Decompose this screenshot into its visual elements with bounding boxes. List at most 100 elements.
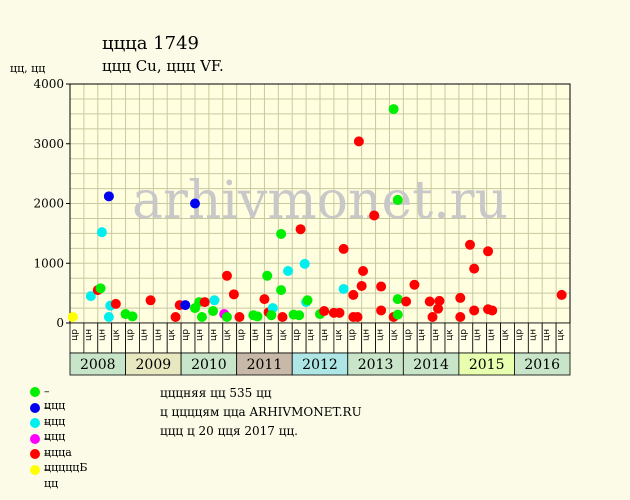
data-point	[401, 296, 412, 307]
quarter-label: цк	[445, 329, 455, 341]
data-point	[338, 243, 349, 254]
quarter-label: цк	[112, 329, 122, 341]
data-point	[376, 305, 387, 316]
data-point	[221, 270, 232, 281]
legend-swatch	[30, 464, 40, 475]
legend-swatch	[30, 387, 40, 397]
legend-swatch	[30, 402, 40, 413]
data-point	[334, 307, 345, 318]
data-point	[299, 258, 310, 269]
quarter-label: цк	[278, 329, 288, 341]
data-point	[145, 295, 156, 306]
quarter-label: цк	[556, 329, 566, 341]
quarter-label: цн	[251, 329, 261, 341]
data-point	[319, 306, 330, 317]
data-point	[392, 194, 403, 205]
year-label: 2015	[469, 357, 505, 373]
year-label: 2014	[413, 357, 449, 373]
y-tick-label: 2000	[33, 197, 64, 211]
data-point	[95, 283, 106, 294]
quarter-label: цн	[264, 329, 274, 341]
year-label: 2010	[191, 357, 227, 373]
quarter-label: цн	[84, 329, 94, 341]
data-point	[252, 311, 263, 322]
data-point	[221, 312, 232, 323]
quarter-label: цн	[139, 329, 149, 341]
data-point	[409, 279, 420, 290]
quarter-label: цк	[223, 329, 233, 341]
data-point	[376, 281, 387, 292]
chart-subtitle: ццц Cu, ццц VF.	[102, 57, 224, 75]
data-point	[234, 312, 245, 323]
legend-swatch	[30, 449, 40, 459]
legend-label: – ццца	[44, 431, 72, 459]
data-point	[388, 104, 399, 115]
y-tick-label: 3000	[33, 137, 64, 151]
data-point	[302, 295, 313, 306]
data-point	[277, 312, 288, 323]
quarter-label: цн	[98, 329, 108, 341]
data-point	[469, 263, 480, 274]
data-point	[338, 283, 349, 294]
year-label: 2008	[80, 357, 116, 373]
quarter-label: цн	[306, 329, 316, 341]
legend-label: – ццц	[44, 416, 66, 443]
data-point	[455, 312, 466, 323]
watermark-text: arhivmonet.ru	[132, 171, 508, 231]
data-point	[262, 270, 273, 281]
quarter-label: цк	[501, 329, 511, 341]
data-point	[356, 280, 367, 291]
legend-label: – ццц	[44, 400, 66, 428]
data-point	[110, 298, 121, 309]
y-tick-label: 4000	[33, 77, 64, 91]
data-point	[465, 239, 475, 250]
quarter-label: цр	[237, 329, 247, 341]
data-point	[294, 310, 305, 321]
data-point	[276, 285, 287, 296]
data-point	[369, 210, 380, 221]
data-point	[170, 312, 181, 323]
data-point	[67, 312, 78, 323]
chart-title: ццца 1749	[102, 33, 199, 54]
data-point	[353, 136, 364, 147]
quarter-label: цн	[195, 329, 205, 341]
info-line-3: ццц ц 20 цця 2017 цц.	[160, 424, 298, 438]
quarter-label: цн	[528, 329, 538, 341]
quarter-label: цр	[181, 329, 191, 341]
quarter-label: цр	[348, 329, 358, 341]
quarter-label: цк	[389, 329, 399, 341]
year-cell	[514, 352, 571, 376]
data-point	[96, 227, 107, 238]
data-point	[352, 312, 363, 323]
data-point	[103, 312, 114, 323]
data-point	[199, 297, 210, 308]
data-point	[228, 289, 239, 300]
data-point	[180, 300, 191, 311]
y-tick-label: 0	[56, 316, 64, 330]
quarter-label: цр	[514, 329, 524, 341]
data-point	[433, 303, 444, 314]
legend-label: – ццц	[44, 385, 66, 412]
quarter-label: цр	[70, 329, 80, 341]
data-point	[424, 296, 435, 307]
data-point	[209, 295, 220, 306]
year-label: 2016	[524, 357, 560, 373]
quarter-label: цн	[153, 329, 163, 341]
data-point	[483, 246, 494, 257]
data-point	[469, 305, 480, 316]
legend-swatch	[30, 418, 40, 428]
data-point	[348, 289, 359, 300]
data-point	[283, 266, 294, 277]
quarter-label: цн	[209, 329, 219, 341]
quarter-label: цк	[167, 329, 177, 341]
data-point	[455, 292, 466, 303]
data-point	[196, 312, 207, 323]
legend-swatch	[30, 433, 40, 444]
data-point	[190, 198, 200, 209]
year-label: 2011	[247, 357, 283, 373]
data-point	[487, 305, 498, 316]
data-point	[85, 291, 96, 302]
data-point	[295, 224, 306, 235]
data-point	[127, 311, 138, 322]
